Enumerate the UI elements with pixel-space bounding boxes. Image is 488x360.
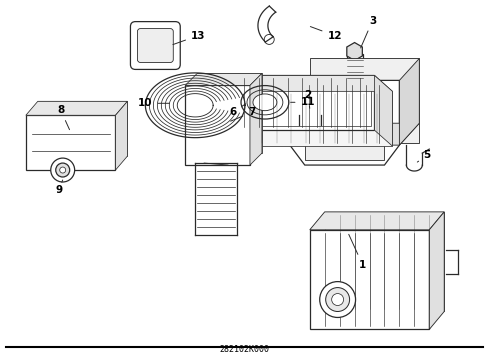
Bar [234, 80, 370, 126]
Polygon shape [309, 212, 443, 230]
Ellipse shape [298, 121, 320, 129]
Bar [26, 115, 115, 170]
Polygon shape [229, 75, 392, 91]
Text: 11: 11 [290, 97, 314, 107]
FancyBboxPatch shape [137, 28, 173, 62]
Text: 1: 1 [348, 234, 366, 270]
Polygon shape [26, 101, 127, 115]
Bar [197, 73, 262, 153]
Circle shape [325, 288, 349, 311]
Text: 5: 5 [416, 150, 430, 162]
Polygon shape [185, 73, 262, 85]
Bar [324, 212, 443, 311]
Bar [185, 85, 249, 165]
Ellipse shape [252, 94, 276, 111]
FancyBboxPatch shape [130, 22, 180, 69]
Text: 6: 6 [229, 104, 245, 117]
Bar [309, 58, 419, 143]
Text: 13: 13 [173, 31, 205, 45]
Polygon shape [249, 73, 262, 165]
Circle shape [331, 293, 343, 306]
Polygon shape [115, 101, 127, 170]
Circle shape [264, 35, 274, 44]
Bar [229, 75, 374, 130]
Polygon shape [374, 75, 392, 146]
Bar [38, 101, 127, 156]
Circle shape [319, 282, 355, 318]
Text: 2: 2 [304, 90, 311, 108]
Text: 3: 3 [360, 15, 375, 48]
Polygon shape [289, 80, 399, 165]
Bar [304, 140, 384, 160]
Bar [346, 54, 362, 80]
Text: 282102K000: 282102K000 [219, 345, 269, 354]
Text: 10: 10 [138, 98, 169, 108]
Ellipse shape [298, 108, 320, 122]
Circle shape [56, 163, 69, 177]
Polygon shape [346, 42, 362, 60]
Polygon shape [399, 58, 419, 145]
Polygon shape [428, 212, 443, 329]
Bar [309, 230, 428, 329]
Polygon shape [289, 123, 419, 145]
Circle shape [51, 158, 75, 182]
Text: 8: 8 [57, 105, 69, 130]
Circle shape [60, 167, 65, 173]
Ellipse shape [303, 111, 315, 119]
Text: 9: 9 [55, 180, 62, 195]
Text: 12: 12 [310, 27, 341, 41]
Bar [247, 91, 392, 146]
Text: 4: 4 [0, 359, 1, 360]
Text: 7: 7 [230, 107, 255, 121]
